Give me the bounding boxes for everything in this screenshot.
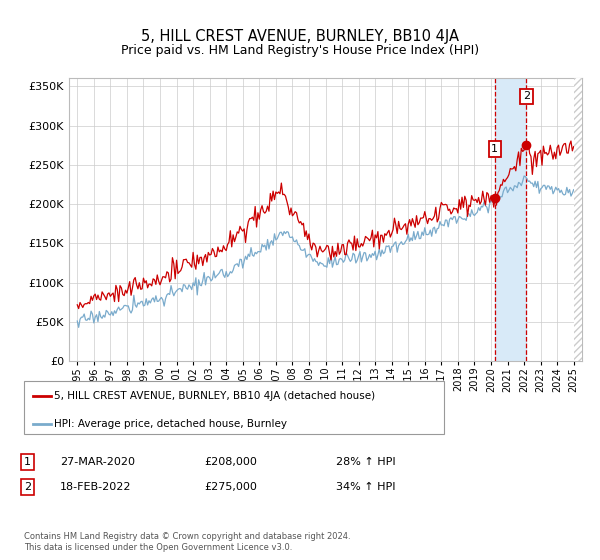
Text: 34% ↑ HPI: 34% ↑ HPI [336, 482, 395, 492]
Text: 28% ↑ HPI: 28% ↑ HPI [336, 457, 395, 467]
Text: 5, HILL CREST AVENUE, BURNLEY, BB10 4JA (detached house): 5, HILL CREST AVENUE, BURNLEY, BB10 4JA … [54, 391, 375, 402]
Text: £208,000: £208,000 [204, 457, 257, 467]
Text: 1: 1 [24, 457, 31, 467]
Text: 5, HILL CREST AVENUE, BURNLEY, BB10 4JA: 5, HILL CREST AVENUE, BURNLEY, BB10 4JA [141, 29, 459, 44]
Text: 27-MAR-2020: 27-MAR-2020 [60, 457, 135, 467]
Text: Contains HM Land Registry data © Crown copyright and database right 2024.
This d: Contains HM Land Registry data © Crown c… [24, 532, 350, 552]
Text: 18-FEB-2022: 18-FEB-2022 [60, 482, 131, 492]
Text: £275,000: £275,000 [204, 482, 257, 492]
Text: 1: 1 [491, 144, 498, 154]
Text: HPI: Average price, detached house, Burnley: HPI: Average price, detached house, Burn… [54, 419, 287, 429]
Text: Price paid vs. HM Land Registry's House Price Index (HPI): Price paid vs. HM Land Registry's House … [121, 44, 479, 57]
Text: 2: 2 [24, 482, 31, 492]
Bar [495, 78, 526, 361]
Text: 2: 2 [523, 91, 530, 101]
